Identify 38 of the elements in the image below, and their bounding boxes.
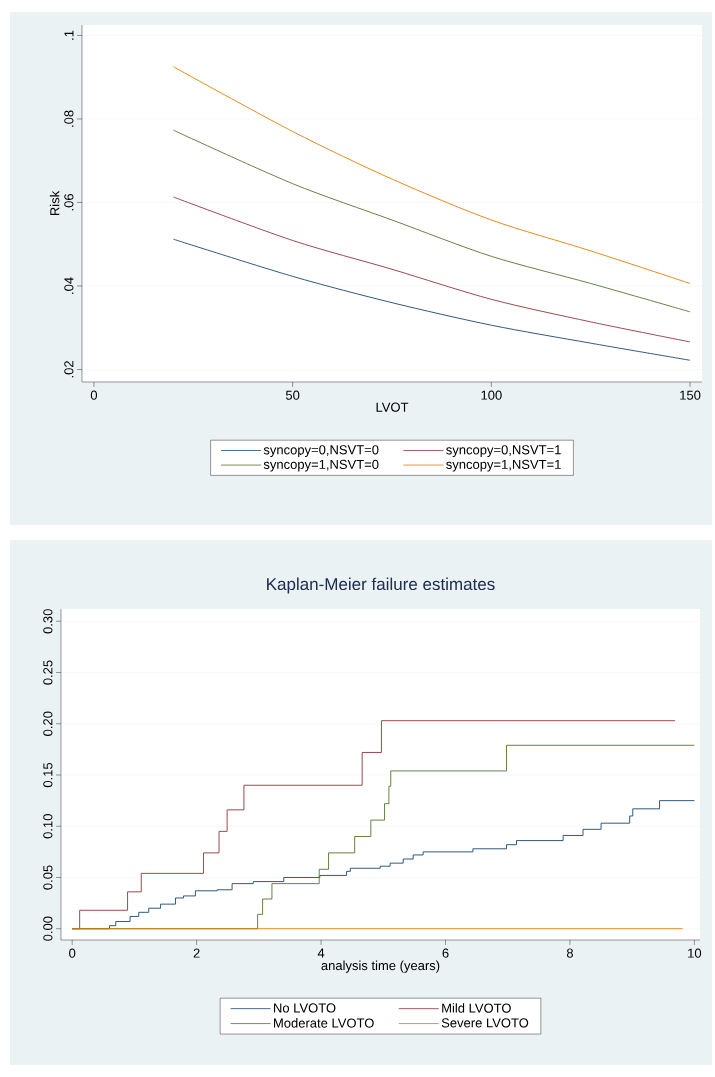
x-tick-label: 50 <box>285 390 300 400</box>
y-tick-label: .04 <box>64 277 74 294</box>
legend-label: syncopy=1,NSVT=0 <box>263 459 379 472</box>
x-tick-label: 4 <box>317 948 325 958</box>
y-tick-label: .1 <box>64 30 74 40</box>
line-series <box>172 238 691 361</box>
y-tick-label: .02 <box>64 361 74 378</box>
legend-label: Moderate LVOTO <box>274 1018 374 1028</box>
x-tick-label: 8 <box>566 948 573 958</box>
legend-label: Severe LVOTO <box>441 1018 529 1028</box>
x-axis-title: LVOT <box>376 402 409 412</box>
x-tick-label: 0 <box>90 390 98 400</box>
y-tick-label: 0.10 <box>43 814 53 839</box>
y-tick-label: 0.00 <box>43 916 53 941</box>
legend-label: syncopy=1,NSVT=1 <box>446 459 561 472</box>
x-tick-label: 10 <box>688 948 702 958</box>
y-tick-label: 0.05 <box>43 865 53 890</box>
legend-label: No LVOTO <box>274 1003 336 1013</box>
y-tick-label: 0.25 <box>43 660 53 685</box>
x-tick-label: 150 <box>680 390 701 400</box>
x-tick-label: 100 <box>481 390 502 400</box>
y-tick-label: 0.15 <box>43 762 53 788</box>
line-series <box>172 129 691 313</box>
legend-label: Mild LVOTO <box>442 1003 511 1013</box>
line-series <box>172 196 691 343</box>
x-tick-label: 0 <box>69 948 76 958</box>
legend-label: syncopy=0,NSVT=0 <box>263 445 379 457</box>
x-tick-label: 2 <box>193 948 200 958</box>
y-tick-label: 0.30 <box>43 609 53 634</box>
line-series <box>172 66 691 284</box>
legend-label: syncopy=0,NSVT=1 <box>446 445 561 457</box>
chart-title: Kaplan-Meier failure estimates <box>267 577 495 594</box>
x-tick-label: 6 <box>442 948 449 958</box>
y-tick-label: 0.20 <box>43 711 53 736</box>
y-tick-label: .06 <box>64 193 74 211</box>
y-tick-label: .08 <box>64 110 74 127</box>
x-axis-title: analysis time (years) <box>321 960 440 973</box>
y-axis-title: Risk <box>49 190 60 216</box>
